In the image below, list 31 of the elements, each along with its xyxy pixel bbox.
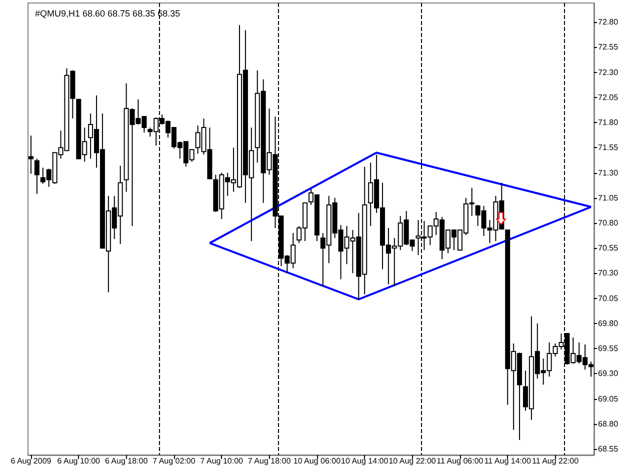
y-tick-label: 70.55 — [598, 244, 619, 253]
y-tick-label: 68.80 — [598, 419, 619, 428]
x-tick-label: 7 Aug 02:00 — [152, 456, 196, 466]
y-tick-label: 72.05 — [598, 92, 619, 102]
y-tick-label: 70.30 — [598, 268, 619, 278]
y-tick-label: 71.30 — [598, 168, 619, 178]
x-tick-label: 10 Aug 22:00 — [388, 456, 436, 466]
x-tick-label: 6 Aug 18:00 — [104, 456, 148, 466]
y-tick-label: 70.05 — [598, 294, 619, 303]
x-tick-label: 7 Aug 18:00 — [248, 456, 292, 466]
y-tick-label: 69.30 — [598, 369, 619, 378]
y-tick-label: 70.80 — [598, 218, 619, 228]
x-tick-label: 10 Aug 06:00 — [293, 456, 342, 466]
x-tick-label: 10 Aug 14:00 — [341, 456, 389, 466]
y-tick-label: 71.80 — [598, 118, 619, 128]
y-tick-label: 72.80 — [598, 18, 619, 27]
y-tick-label: 69.05 — [598, 394, 619, 404]
y-tick-label: 68.55 — [598, 444, 619, 454]
y-tick-label: 72.55 — [598, 42, 619, 52]
x-tick-label: 11 Aug 22:00 — [532, 456, 580, 466]
x-tick-label: 11 Aug 06:00 — [436, 456, 484, 466]
x-tick-label: 11 Aug 14:00 — [484, 456, 532, 466]
y-tick-label: 71.05 — [598, 193, 619, 202]
text: #QMU9,H1 68.60 68.75 68.35 68.35 — [35, 8, 180, 18]
y-tick-label: 69.80 — [598, 318, 619, 328]
y-tick-label: 69.55 — [598, 344, 619, 354]
x-tick-label: 6 Aug 10:00 — [57, 456, 101, 466]
x-tick-label: 7 Aug 10:00 — [200, 456, 244, 466]
y-tick-label: 71.55 — [598, 143, 619, 152]
y-tick-label: 72.30 — [598, 68, 619, 77]
x-tick-label: 6 Aug 2009 — [10, 456, 52, 466]
